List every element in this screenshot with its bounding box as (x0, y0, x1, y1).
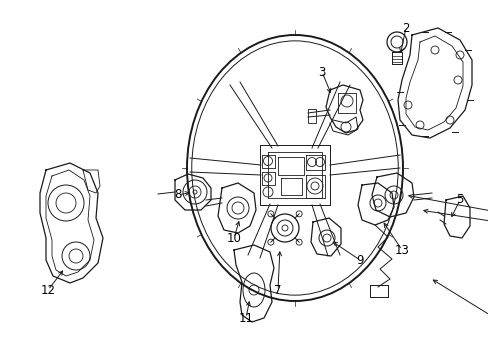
Text: 7: 7 (274, 284, 281, 297)
Text: 11: 11 (238, 311, 253, 324)
Text: 12: 12 (41, 284, 55, 297)
Text: 10: 10 (226, 231, 241, 244)
Text: 8: 8 (174, 189, 182, 202)
Text: 13: 13 (394, 243, 408, 256)
Text: 2: 2 (402, 22, 409, 35)
Text: 9: 9 (356, 253, 363, 266)
Text: 5: 5 (455, 193, 463, 207)
Text: 1: 1 (485, 309, 488, 321)
Text: 3: 3 (318, 66, 325, 78)
